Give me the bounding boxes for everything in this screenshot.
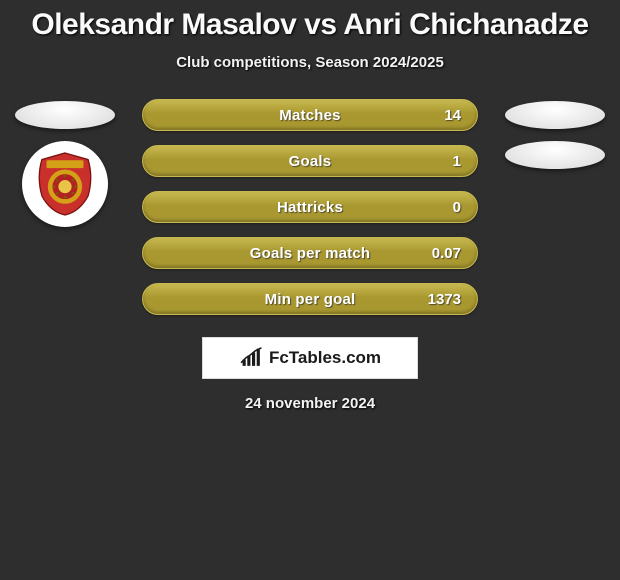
- stats-bars: Matches 14 Goals 1 Hattricks 0 Goals per…: [130, 99, 490, 315]
- player-right-nameplate: [505, 101, 605, 129]
- stat-bar-matches: Matches 14: [142, 99, 478, 131]
- stat-value: 14: [444, 107, 461, 124]
- player-left-nameplate: [15, 101, 115, 129]
- stat-bar-min-per-goal: Min per goal 1373: [142, 283, 478, 315]
- player-right-column: [500, 99, 610, 169]
- stat-bar-goals-per-match: Goals per match 0.07: [142, 237, 478, 269]
- page-title: Oleksandr Masalov vs Anri Chichanadze: [0, 4, 620, 48]
- club-crest-icon: [32, 151, 98, 217]
- subtitle: Club competitions, Season 2024/2025: [0, 54, 620, 71]
- stat-label: Goals per match: [250, 245, 371, 262]
- stat-value: 1: [453, 153, 461, 170]
- logo-text: FcTables.com: [269, 348, 381, 368]
- stat-value: 1373: [428, 291, 461, 308]
- stat-value: 0.07: [432, 245, 461, 262]
- comparison-card: Oleksandr Masalov vs Anri Chichanadze Cl…: [0, 0, 620, 412]
- chart-icon: [239, 347, 265, 369]
- source-logo[interactable]: FcTables.com: [202, 337, 418, 379]
- stat-label: Min per goal: [265, 291, 356, 308]
- content-row: Matches 14 Goals 1 Hattricks 0 Goals per…: [0, 99, 620, 315]
- stat-bar-hattricks: Hattricks 0: [142, 191, 478, 223]
- stat-label: Matches: [279, 107, 340, 124]
- stat-label: Hattricks: [277, 199, 343, 216]
- player-right-nameplate-2: [505, 141, 605, 169]
- stat-bar-goals: Goals 1: [142, 145, 478, 177]
- stat-value: 0: [453, 199, 461, 216]
- date-label: 24 november 2024: [0, 395, 620, 412]
- stat-label: Goals: [289, 153, 332, 170]
- player-left-badge: [22, 141, 108, 227]
- player-left-column: [10, 99, 120, 227]
